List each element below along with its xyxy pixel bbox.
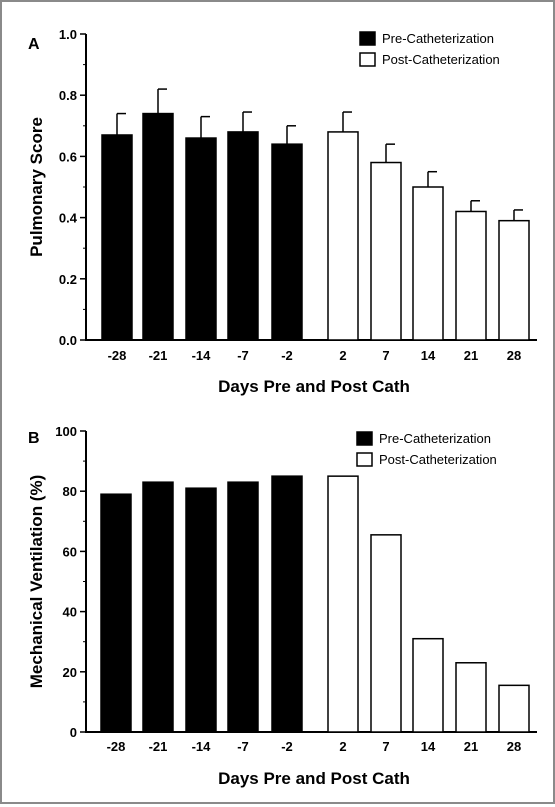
panel-b-y-tick-label: 0	[70, 725, 77, 740]
panel-b-y-tick-label: 20	[63, 665, 77, 680]
panel-a-bar-post	[327, 131, 359, 341]
panel-a-x-tick-label: 7	[382, 348, 389, 363]
panel-b: B 0 20 40 60 80 100 -28 -21 -14 -7 -2 2 7 14 21 28 Days P…	[27, 424, 537, 788]
panel-b-bar-post	[412, 637, 444, 733]
panel-a-bar-pre	[101, 134, 133, 341]
panel-b-bar-pre	[185, 487, 217, 733]
panel-a-legend-label-post: Post-Catheterization	[382, 52, 500, 67]
panel-b-bar-pre	[227, 481, 259, 733]
panel-a-bar-pre	[271, 143, 303, 341]
panel-a-legend-swatch-post	[359, 52, 376, 67]
panel-a-letter: A	[28, 36, 40, 53]
panel-a-y-tick-label: 0.6	[59, 149, 77, 164]
panel-a-legend-label-pre: Pre-Catheterization	[382, 31, 494, 46]
panel-a: A 0.0 0.2 0.4 0.6 0.8 1.0 -28 -21 -14 -7 -2 2 7 14 21 28…	[27, 27, 537, 396]
panel-b-x-tick-label: 14	[421, 739, 436, 754]
panel-b-bar-post	[455, 662, 487, 733]
panel-a-x-tick-label: -7	[237, 348, 249, 363]
panel-b-x-axis-title: Days Pre and Post Cath	[218, 769, 410, 788]
panel-a-y-axis-title: Pulmonary Score	[27, 117, 46, 257]
panel-b-bar-pre	[142, 481, 174, 733]
panel-b-legend-label-post: Post-Catheterization	[379, 452, 497, 467]
panel-a-bar-post	[498, 219, 530, 341]
panel-a-x-tick-label: 14	[421, 348, 436, 363]
panel-a-x-axis-title: Days Pre and Post Cath	[218, 377, 410, 396]
panel-a-legend-swatch-pre	[359, 31, 376, 46]
panel-b-x-tick-label: -2	[281, 739, 293, 754]
panel-b-x-tick-label: 2	[339, 739, 346, 754]
panel-b-y-tick-label: 100	[55, 424, 77, 439]
panel-b-legend-swatch-pre	[356, 431, 373, 446]
panel-a-x-tick-label: -2	[281, 348, 293, 363]
panel-b-bar-post	[498, 684, 530, 733]
panel-b-letter: B	[28, 430, 40, 447]
panel-a-x-tick-label: -28	[108, 348, 127, 363]
panel-a-x-tick-label: -21	[149, 348, 168, 363]
panel-b-x-tick-label: -21	[149, 739, 168, 754]
panel-a-x-tick-label: 21	[464, 348, 478, 363]
panel-b-bar-post	[370, 534, 402, 733]
panel-b-y-axis-title: Mechanical Ventilation (%)	[27, 475, 46, 689]
panel-b-y-tick-label: 80	[63, 484, 77, 499]
panel-b-x-tick-label: 7	[382, 739, 389, 754]
panel-a-bar-post	[455, 210, 487, 341]
panel-b-legend-label-pre: Pre-Catheterization	[379, 431, 491, 446]
panel-b-legend-swatch-post	[356, 452, 373, 467]
panel-b-x-tick-label: 28	[507, 739, 521, 754]
panel-a-x-tick-label: 28	[507, 348, 521, 363]
panel-a-x-tick-label: -14	[192, 348, 212, 363]
panel-b-x-tick-label: -28	[107, 739, 126, 754]
panel-b-y-tick-label: 40	[63, 605, 77, 620]
panel-a-bar-post	[412, 186, 444, 341]
panel-b-x-tick-label: -7	[237, 739, 249, 754]
panel-a-y-tick-label: 0.4	[59, 211, 78, 226]
panel-b-x-tick-label: -14	[192, 739, 212, 754]
panel-b-x-tick-label: 21	[464, 739, 478, 754]
panel-a-bar-pre	[185, 137, 217, 341]
panel-b-bar-post	[327, 475, 359, 733]
panel-a-y-tick-label: 0.0	[59, 333, 77, 348]
panel-b-bar-pre	[271, 475, 303, 733]
panel-b-y-tick-label: 60	[63, 544, 77, 559]
panel-a-bar-pre	[227, 131, 259, 341]
panel-a-y-tick-label: 0.8	[59, 88, 77, 103]
panel-a-y-tick-label: 0.2	[59, 272, 77, 287]
panel-a-bar-post	[370, 161, 402, 341]
panel-b-bar-pre	[100, 493, 132, 733]
panel-a-bar-pre	[142, 112, 174, 341]
panel-a-y-tick-label: 1.0	[59, 27, 77, 42]
panel-a-x-tick-label: 2	[339, 348, 346, 363]
